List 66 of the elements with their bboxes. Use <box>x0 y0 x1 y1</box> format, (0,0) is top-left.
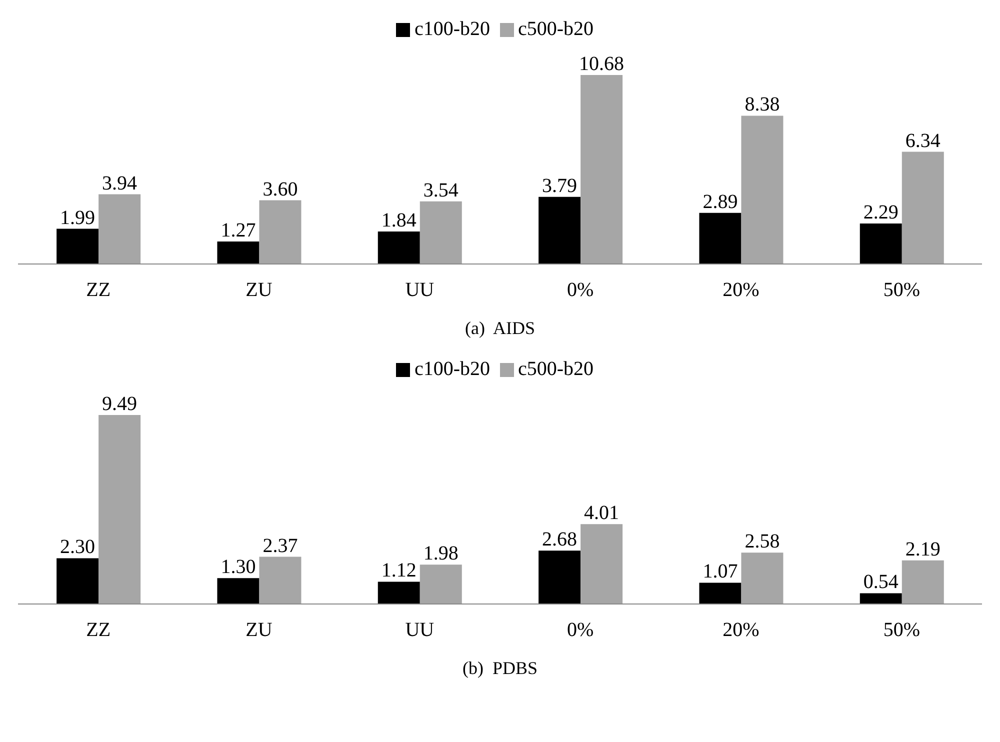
bar <box>259 556 302 604</box>
data-label: 1.12 <box>381 560 416 582</box>
legend-label: c500-b20 <box>518 18 594 40</box>
data-label: 2.37 <box>262 534 298 557</box>
bar <box>902 152 944 264</box>
bar <box>902 560 944 604</box>
x-axis-title: (b) PDBS <box>461 657 538 680</box>
data-label: 1.30 <box>220 556 256 578</box>
data-label: 4.01 <box>584 502 620 524</box>
bar <box>56 228 99 264</box>
data-label: 2.29 <box>863 201 898 224</box>
legend-label: c100-b20 <box>414 358 490 380</box>
data-label: 1.07 <box>702 560 738 583</box>
bar <box>580 524 623 604</box>
data-label: 2.58 <box>744 530 780 553</box>
data-label: 2.68 <box>542 528 578 551</box>
data-label: 1.84 <box>381 209 416 232</box>
x-tick-label: UU <box>405 279 435 302</box>
x-tick-label: ZZ <box>86 279 111 302</box>
bar <box>699 582 742 604</box>
x-tick-label: 50% <box>883 279 920 302</box>
data-label: 6.34 <box>905 130 940 152</box>
x-tick-label: ZZ <box>86 619 111 642</box>
data-label: 3.94 <box>102 172 138 194</box>
bar <box>378 231 420 264</box>
x-axis-title: (a) AIDS <box>464 317 536 340</box>
data-label: 10.68 <box>579 53 624 75</box>
bar <box>860 223 902 264</box>
data-label: 2.19 <box>905 538 940 560</box>
x-tick-label: ZU <box>246 619 273 642</box>
data-label: 2.30 <box>60 536 96 558</box>
bar <box>538 196 581 264</box>
bar <box>98 194 141 264</box>
bar <box>217 242 260 264</box>
bar <box>259 200 302 264</box>
data-label: 3.79 <box>542 174 578 197</box>
x-tick-label: UU <box>405 619 435 642</box>
data-label: 0.54 <box>863 571 898 594</box>
legend-label: c500-b20 <box>518 358 594 380</box>
data-label: 3.60 <box>262 178 298 200</box>
bar <box>378 582 420 604</box>
x-tick-label: 20% <box>722 619 760 642</box>
bar <box>580 75 623 264</box>
bar <box>56 558 99 604</box>
x-tick-label: 0% <box>566 279 594 302</box>
bar <box>98 415 141 604</box>
x-tick-label: 50% <box>883 619 920 642</box>
bar <box>741 552 784 604</box>
x-tick-label: 0% <box>566 619 594 642</box>
bar <box>538 550 581 604</box>
data-label: 1.98 <box>423 542 458 565</box>
bar <box>420 201 462 264</box>
bar <box>699 212 742 264</box>
bar <box>217 578 260 604</box>
legend-label: c100-b20 <box>414 18 490 40</box>
data-label: 3.54 <box>423 179 458 202</box>
data-label: 1.99 <box>60 206 96 229</box>
data-label: 2.89 <box>702 190 738 213</box>
bar <box>860 593 902 604</box>
data-label: 9.49 <box>102 393 138 415</box>
x-tick-label: 20% <box>722 279 760 302</box>
x-tick-label: ZU <box>246 279 273 302</box>
bar <box>741 116 784 264</box>
bar <box>420 564 462 604</box>
data-label: 1.27 <box>220 220 256 242</box>
data-label: 8.38 <box>744 94 780 116</box>
